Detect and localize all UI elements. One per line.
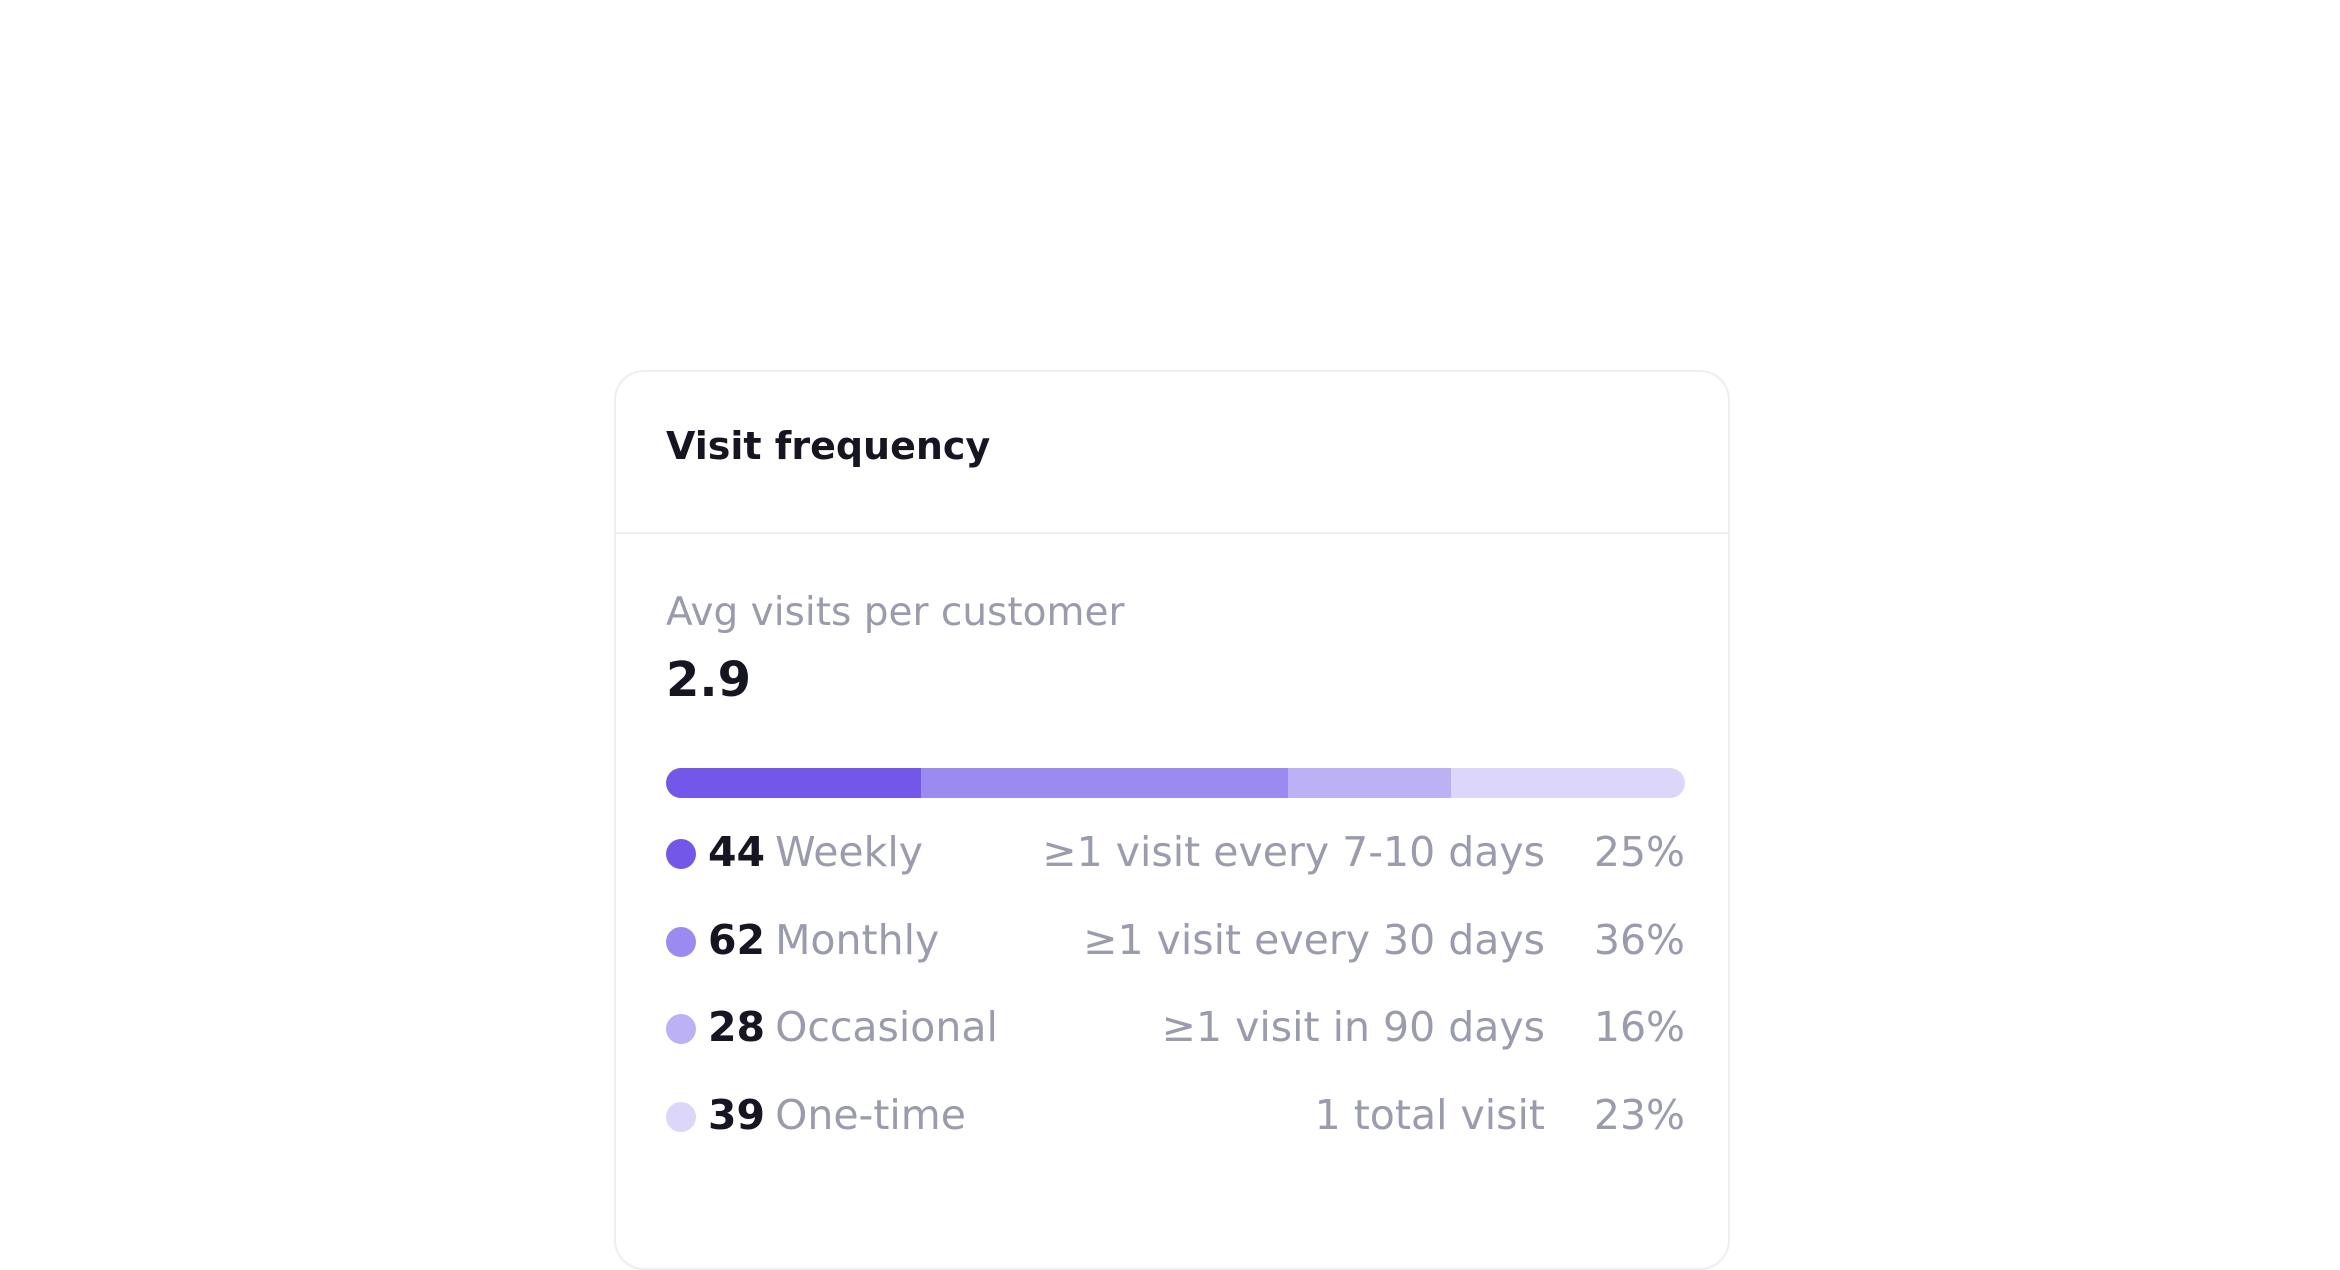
segment-description: ≥1 visit every 30 days [1083,915,1545,964]
legend-row: 28 Occasional ≥1 visit in 90 days 16% [666,999,1685,1059]
divider [616,532,1728,534]
row-lead: 28 Occasional [708,1003,998,1051]
bar-segment [1450,768,1685,798]
page: Visit frequency Avg visits per customer … [614,370,1730,1270]
segment-description: ≥1 visit every 7-10 days [1042,828,1545,876]
legend-dot [666,926,696,957]
legend-dot [666,1014,696,1044]
legend-dot [666,1101,696,1132]
card-title: Visit frequency [666,424,991,468]
bar-segment [1287,768,1451,798]
row-lead: 39 One-time [708,1091,966,1139]
visit-frequency-card: Visit frequency Avg visits per customer … [614,370,1730,1270]
segment-share: 36% [1593,915,1685,964]
segment-label: Occasional [775,1003,998,1051]
segment-label: One-time [775,1090,966,1139]
legend-row: 44 Weekly ≥1 visit every 7-10 days 25% [666,824,1685,884]
segment-description: 1 total visit [1314,1090,1545,1139]
segment-label: Weekly [775,828,924,876]
segment-share: 16% [1593,1003,1685,1051]
stacked-bar [666,768,1685,798]
segment-label: Monthly [775,915,940,964]
row-lead: 62 Monthly [708,916,939,964]
count: 62 [708,915,766,964]
count: 28 [708,1003,766,1051]
legend-row: 62 Monthly ≥1 visit every 30 days 36% [666,912,1685,972]
metric-value: 2.9 [666,652,752,708]
segment-share: 25% [1593,828,1685,876]
legend-row: 39 One-time 1 total visit 23% [666,1087,1685,1147]
legend-dot [666,839,696,869]
count: 44 [708,828,766,876]
segment-description: ≥1 visit in 90 days [1161,1003,1545,1051]
row-lead: 44 Weekly [708,828,923,876]
bar-segment [920,768,1288,798]
segment-share: 23% [1593,1090,1685,1139]
count: 39 [708,1090,766,1139]
bar-segment [666,768,921,798]
metric-label: Avg visits per customer [666,590,1125,635]
